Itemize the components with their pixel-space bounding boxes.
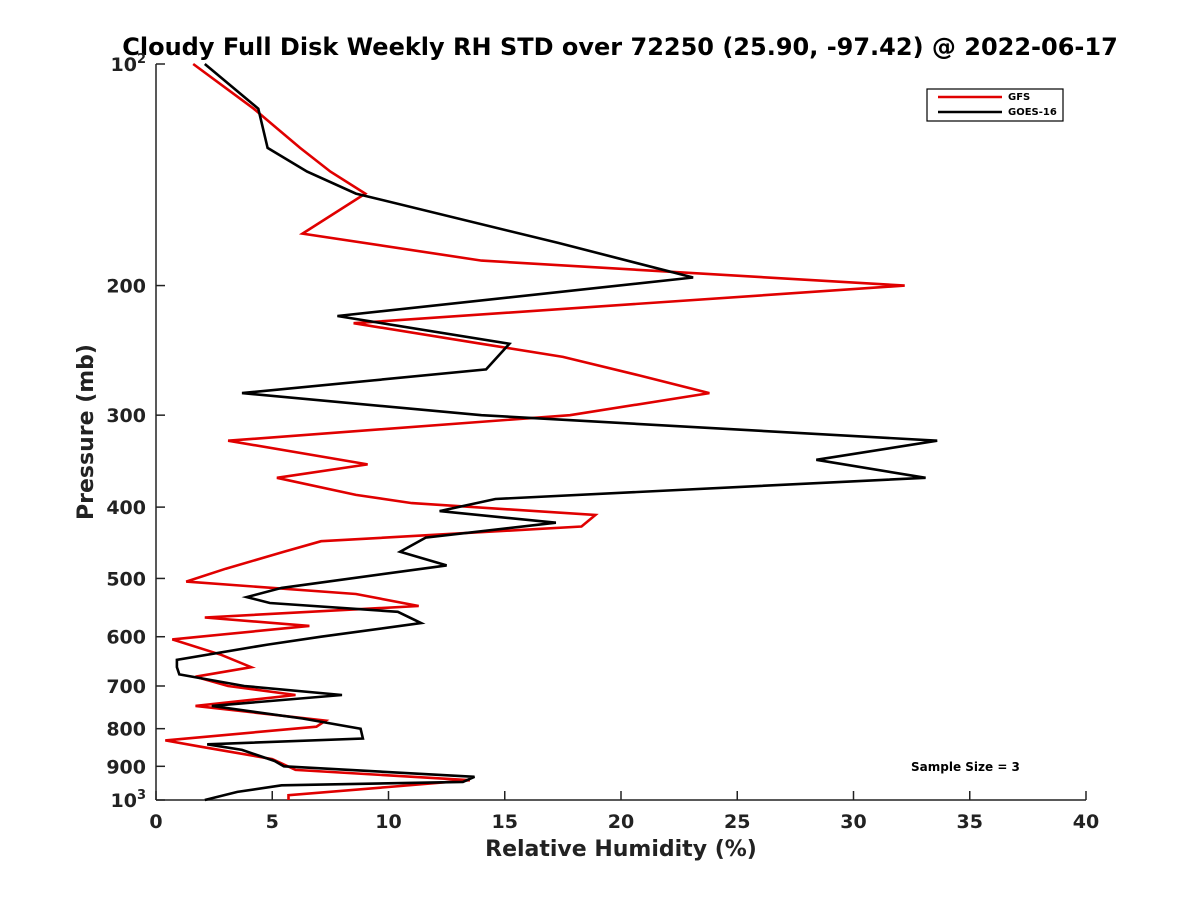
y-tick-label: 800 [106, 719, 146, 741]
y-axis-label: Pressure (mb) [74, 344, 99, 520]
legend-label-goes-16: GOES-16 [1008, 107, 1057, 118]
y-tick-label: 900 [106, 756, 146, 778]
y-axis-ticks: 102 200 300 400 500 600 700 800 900 103 [106, 52, 165, 812]
y-tick-label: 400 [106, 497, 146, 519]
x-tick-label: 5 [266, 811, 279, 833]
y-tick-label: 700 [106, 676, 146, 698]
x-tick-label: 25 [724, 811, 750, 833]
x-tick-label: 15 [492, 811, 518, 833]
y-tick-label: 102 [111, 52, 147, 76]
x-axis-label: Relative Humidity (%) [485, 837, 757, 862]
legend: GFS GOES-16 [926, 88, 1064, 122]
x-tick-label: 10 [375, 811, 401, 833]
chart-title: Cloudy Full Disk Weekly RH STD over 7225… [122, 33, 1118, 61]
x-tick-label: 20 [608, 811, 634, 833]
x-tick-label: 35 [957, 811, 983, 833]
series-line-goes-16 [175, 63, 938, 802]
y-tick-label: 600 [106, 627, 146, 649]
y-tick-label: 500 [106, 568, 146, 590]
x-tick-label: 30 [840, 811, 866, 833]
sample-size-annotation: Sample Size = 3 [911, 760, 1020, 774]
series-layer [165, 62, 938, 802]
x-axis-ticks: 0 5 10 15 20 25 30 35 40 [149, 791, 1099, 833]
y-tick-label: 200 [106, 276, 146, 298]
legend-label-gfs: GFS [1008, 92, 1030, 103]
y-tick-label: 103 [111, 788, 147, 812]
legend-box [926, 88, 1064, 122]
x-tick-label: 40 [1073, 811, 1099, 833]
series-line-gfs [165, 62, 905, 800]
y-tick-label: 300 [106, 405, 146, 427]
x-tick-label: 0 [149, 811, 162, 833]
